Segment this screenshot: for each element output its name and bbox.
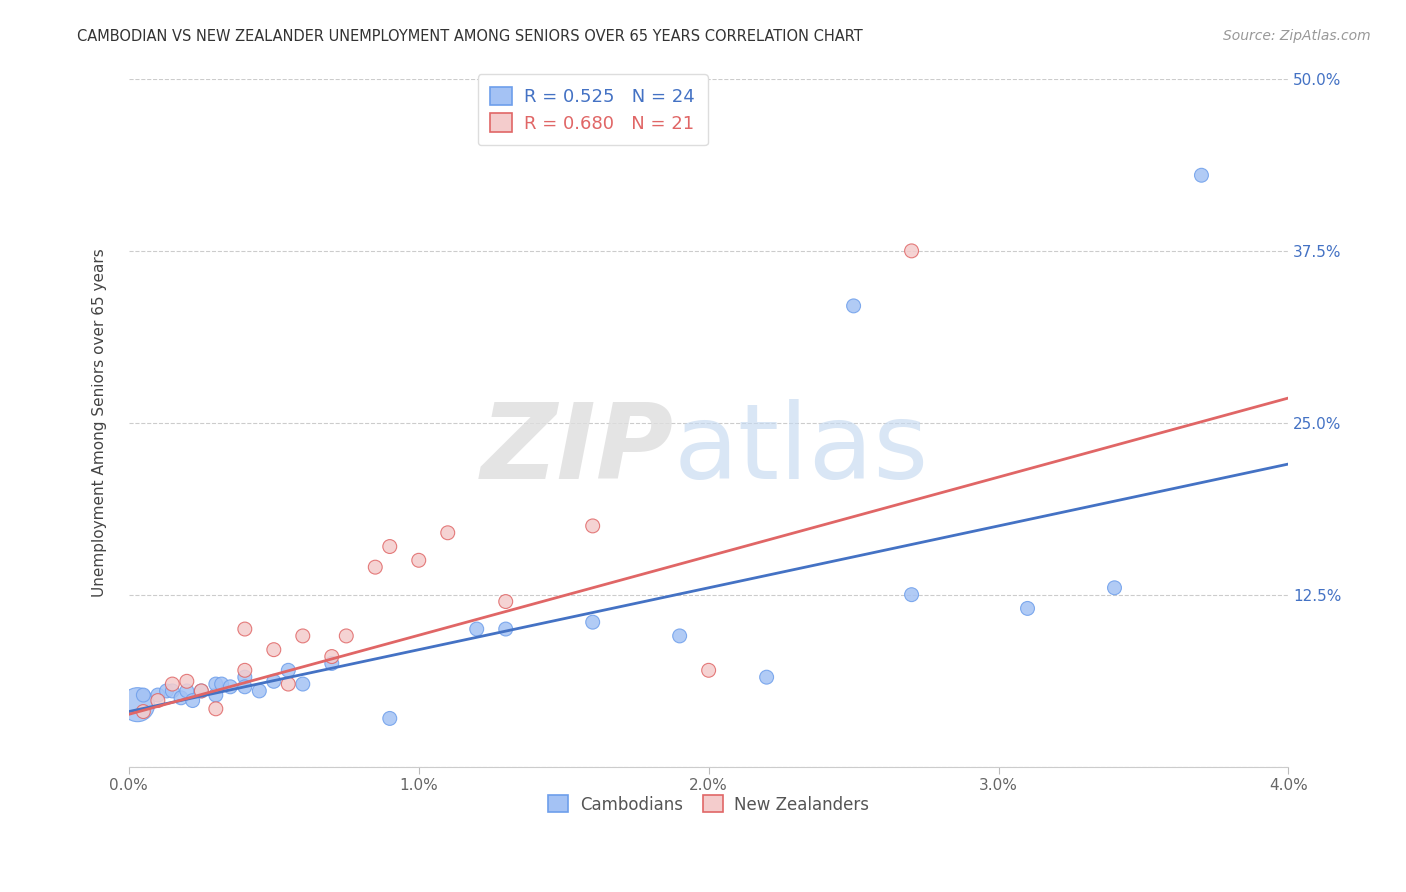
Point — [263, 674, 285, 689]
Point — [132, 688, 155, 702]
Point — [155, 684, 177, 698]
Text: atlas: atlas — [673, 400, 929, 501]
Point — [668, 629, 690, 643]
Point — [291, 677, 314, 691]
Point — [900, 244, 922, 258]
Point — [162, 677, 184, 691]
Point — [378, 540, 401, 554]
Point — [176, 684, 198, 698]
Point — [495, 594, 517, 608]
Point — [277, 677, 299, 691]
Point — [247, 684, 270, 698]
Point — [233, 663, 256, 677]
Point — [190, 684, 212, 698]
Point — [900, 588, 922, 602]
Point — [1104, 581, 1126, 595]
Point — [408, 553, 430, 567]
Point — [364, 560, 387, 574]
Point — [205, 688, 228, 702]
Point — [132, 705, 155, 719]
Point — [321, 657, 343, 671]
Point — [146, 688, 169, 702]
Point — [263, 642, 285, 657]
Text: ZIP: ZIP — [481, 400, 673, 501]
Y-axis label: Unemployment Among Seniors over 65 years: Unemployment Among Seniors over 65 years — [93, 248, 107, 597]
Point — [127, 698, 149, 712]
Point — [842, 299, 865, 313]
Legend: Cambodians, New Zealanders: Cambodians, New Zealanders — [538, 785, 879, 823]
Point — [582, 519, 605, 533]
Text: CAMBODIAN VS NEW ZEALANDER UNEMPLOYMENT AMONG SENIORS OVER 65 YEARS CORRELATION : CAMBODIAN VS NEW ZEALANDER UNEMPLOYMENT … — [77, 29, 863, 44]
Point — [1191, 168, 1213, 182]
Point — [697, 663, 720, 677]
Point — [176, 674, 198, 689]
Point — [233, 622, 256, 636]
Point — [233, 670, 256, 684]
Point — [582, 615, 605, 630]
Point — [436, 525, 458, 540]
Point — [321, 649, 343, 664]
Point — [162, 684, 184, 698]
Point — [190, 684, 212, 698]
Point — [495, 622, 517, 636]
Point — [170, 690, 193, 705]
Point — [219, 680, 242, 694]
Point — [146, 693, 169, 707]
Point — [1017, 601, 1039, 615]
Text: Source: ZipAtlas.com: Source: ZipAtlas.com — [1223, 29, 1371, 43]
Point — [335, 629, 357, 643]
Point — [205, 702, 228, 716]
Point — [233, 680, 256, 694]
Point — [211, 677, 233, 691]
Point — [465, 622, 488, 636]
Point — [205, 677, 228, 691]
Point — [378, 711, 401, 725]
Point — [277, 663, 299, 677]
Point — [755, 670, 778, 684]
Point — [181, 693, 204, 707]
Point — [291, 629, 314, 643]
